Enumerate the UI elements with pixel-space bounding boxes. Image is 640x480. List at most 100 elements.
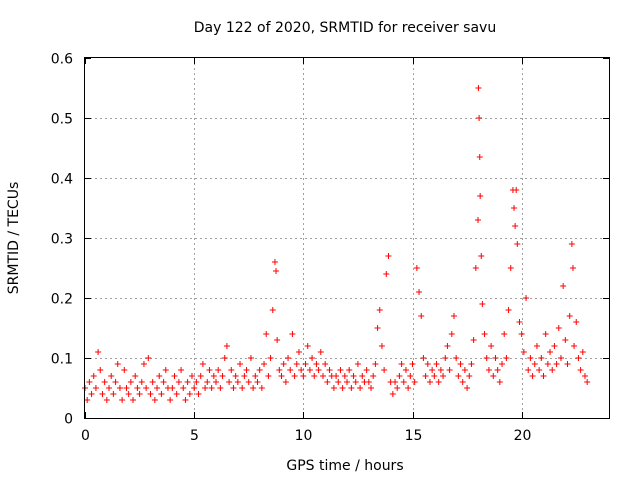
data-point [136, 391, 143, 397]
data-point [182, 397, 189, 403]
data-point [503, 355, 510, 361]
data-point [169, 385, 176, 391]
data-point [311, 373, 318, 379]
data-point [132, 373, 139, 379]
data-point [577, 367, 584, 373]
grid-lines [85, 58, 609, 418]
data-point [457, 361, 464, 367]
data-point [208, 385, 215, 391]
y-tick-labels: 0 0.1 0.2 0.3 0.4 0.5 0.6 [51, 52, 73, 428]
data-point [241, 373, 248, 379]
data-point [261, 361, 268, 367]
data-point [219, 373, 226, 379]
data-point [213, 379, 219, 385]
y-tick-label: 0.6 [51, 52, 73, 68]
data-point [282, 379, 289, 385]
data-point [300, 373, 307, 379]
data-point [130, 397, 137, 403]
data-point [544, 361, 551, 367]
data-point [204, 379, 211, 385]
data-point [571, 343, 578, 349]
data-point [180, 385, 187, 391]
data-point [97, 367, 104, 373]
data-point [496, 379, 503, 385]
data-point [448, 331, 455, 337]
data-point [210, 373, 217, 379]
data-point [263, 331, 270, 337]
data-point [171, 373, 178, 379]
data-point [560, 283, 567, 289]
data-point [400, 379, 407, 385]
data-point [368, 385, 375, 391]
y-tick-label: 0.3 [51, 232, 73, 248]
data-point [234, 379, 241, 385]
data-point [322, 361, 329, 367]
data-point [481, 331, 488, 337]
data-point [280, 361, 287, 367]
y-tick-label: 0.1 [51, 352, 73, 368]
data-point [88, 391, 95, 397]
data-point [455, 373, 462, 379]
data-point [285, 355, 292, 361]
data-point [424, 361, 431, 367]
data-point [514, 241, 521, 247]
data-point [188, 373, 195, 379]
data-point [551, 343, 558, 349]
x-tick-label: 20 [514, 428, 532, 444]
data-point [186, 391, 193, 397]
data-point [252, 373, 259, 379]
data-point [450, 313, 457, 319]
data-point [293, 361, 300, 367]
data-point [433, 361, 440, 367]
data-point [226, 379, 233, 385]
data-point [221, 355, 228, 361]
data-point [173, 391, 180, 397]
data-point [291, 373, 298, 379]
data-point [333, 373, 340, 379]
data-point [278, 373, 285, 379]
data-point [477, 193, 484, 199]
data-point [271, 259, 278, 265]
data-point [540, 373, 547, 379]
data-point [191, 385, 198, 391]
data-point [396, 373, 403, 379]
x-tick-label: 15 [405, 428, 423, 444]
data-point [568, 241, 575, 247]
data-point [339, 385, 346, 391]
data-point [476, 154, 483, 160]
data-point [422, 373, 429, 379]
data-point [247, 355, 254, 361]
axis-ticks [85, 58, 609, 419]
data-point [402, 367, 409, 373]
data-point [123, 385, 130, 391]
data-point [420, 355, 427, 361]
data-point [335, 379, 342, 385]
data-point [134, 385, 141, 391]
y-tick-label: 0.4 [51, 172, 73, 188]
data-point [230, 385, 237, 391]
data-point [372, 361, 379, 367]
data-point [416, 289, 423, 295]
x-tick-label: 10 [295, 428, 313, 444]
y-tick-label: 0.5 [51, 112, 73, 128]
data-point [193, 379, 200, 385]
data-point [405, 385, 412, 391]
data-point [389, 391, 396, 397]
data-point [512, 223, 519, 229]
data-point [326, 367, 333, 373]
data-point [385, 253, 392, 259]
data-point [121, 367, 128, 373]
data-point [453, 355, 460, 361]
data-point [468, 361, 475, 367]
data-point [533, 343, 540, 349]
data-point [313, 361, 320, 367]
data-point [383, 271, 390, 277]
data-point [584, 379, 591, 385]
data-point [92, 385, 99, 391]
data-point [392, 379, 399, 385]
data-point [381, 367, 388, 373]
data-point [217, 385, 224, 391]
data-point [276, 367, 283, 373]
data-point [156, 373, 163, 379]
data-point [114, 361, 121, 367]
